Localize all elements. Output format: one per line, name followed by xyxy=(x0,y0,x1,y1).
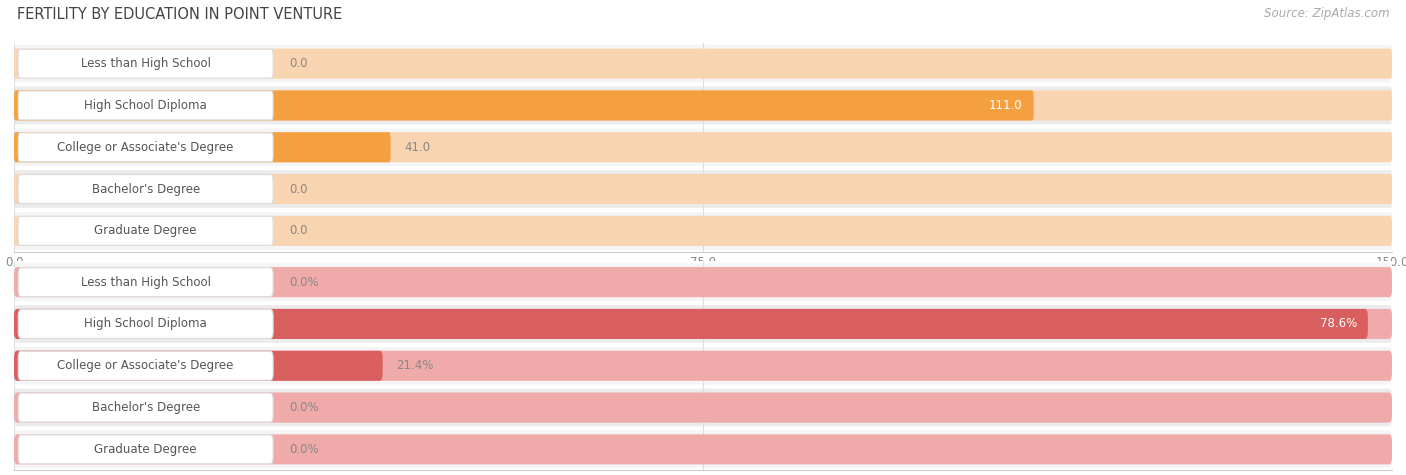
Text: Bachelor's Degree: Bachelor's Degree xyxy=(91,401,200,414)
Text: FERTILITY BY EDUCATION IN POINT VENTURE: FERTILITY BY EDUCATION IN POINT VENTURE xyxy=(17,7,342,22)
FancyBboxPatch shape xyxy=(14,392,1392,423)
FancyBboxPatch shape xyxy=(18,91,273,120)
FancyBboxPatch shape xyxy=(18,393,273,422)
FancyBboxPatch shape xyxy=(14,174,1392,204)
FancyBboxPatch shape xyxy=(14,212,1392,250)
FancyBboxPatch shape xyxy=(14,309,1392,339)
Text: 0.0%: 0.0% xyxy=(290,443,319,456)
Text: 0.0%: 0.0% xyxy=(290,276,319,289)
FancyBboxPatch shape xyxy=(18,217,273,245)
Text: 0.0: 0.0 xyxy=(290,57,308,70)
Text: 111.0: 111.0 xyxy=(988,99,1022,112)
Text: 21.4%: 21.4% xyxy=(396,359,434,372)
FancyBboxPatch shape xyxy=(14,132,391,162)
Text: Graduate Degree: Graduate Degree xyxy=(94,443,197,456)
FancyBboxPatch shape xyxy=(14,347,1392,385)
Text: College or Associate's Degree: College or Associate's Degree xyxy=(58,359,233,372)
FancyBboxPatch shape xyxy=(14,305,1392,343)
FancyBboxPatch shape xyxy=(14,263,1392,301)
FancyBboxPatch shape xyxy=(14,132,1392,162)
Text: 41.0: 41.0 xyxy=(405,141,430,154)
FancyBboxPatch shape xyxy=(18,310,273,338)
FancyBboxPatch shape xyxy=(14,45,1392,83)
FancyBboxPatch shape xyxy=(14,48,1392,79)
Text: Bachelor's Degree: Bachelor's Degree xyxy=(91,182,200,196)
FancyBboxPatch shape xyxy=(14,267,1392,297)
FancyBboxPatch shape xyxy=(14,86,1392,124)
Text: 0.0: 0.0 xyxy=(290,182,308,196)
FancyBboxPatch shape xyxy=(14,128,1392,166)
FancyBboxPatch shape xyxy=(14,389,1392,427)
FancyBboxPatch shape xyxy=(18,352,273,380)
FancyBboxPatch shape xyxy=(14,216,1392,246)
Text: 0.0: 0.0 xyxy=(290,224,308,238)
Text: 78.6%: 78.6% xyxy=(1320,317,1357,331)
Text: 0.0%: 0.0% xyxy=(290,401,319,414)
Text: Less than High School: Less than High School xyxy=(80,57,211,70)
FancyBboxPatch shape xyxy=(18,175,273,203)
FancyBboxPatch shape xyxy=(14,170,1392,208)
FancyBboxPatch shape xyxy=(18,49,273,78)
FancyBboxPatch shape xyxy=(14,309,1368,339)
FancyBboxPatch shape xyxy=(14,351,1392,381)
FancyBboxPatch shape xyxy=(14,351,382,381)
FancyBboxPatch shape xyxy=(18,435,273,464)
FancyBboxPatch shape xyxy=(14,434,1392,465)
Text: College or Associate's Degree: College or Associate's Degree xyxy=(58,141,233,154)
Text: High School Diploma: High School Diploma xyxy=(84,99,207,112)
FancyBboxPatch shape xyxy=(14,90,1392,121)
FancyBboxPatch shape xyxy=(14,90,1033,121)
Text: Graduate Degree: Graduate Degree xyxy=(94,224,197,238)
Text: High School Diploma: High School Diploma xyxy=(84,317,207,331)
Text: Source: ZipAtlas.com: Source: ZipAtlas.com xyxy=(1264,7,1389,20)
Text: Less than High School: Less than High School xyxy=(80,276,211,289)
FancyBboxPatch shape xyxy=(14,430,1392,468)
FancyBboxPatch shape xyxy=(18,133,273,162)
FancyBboxPatch shape xyxy=(18,268,273,296)
